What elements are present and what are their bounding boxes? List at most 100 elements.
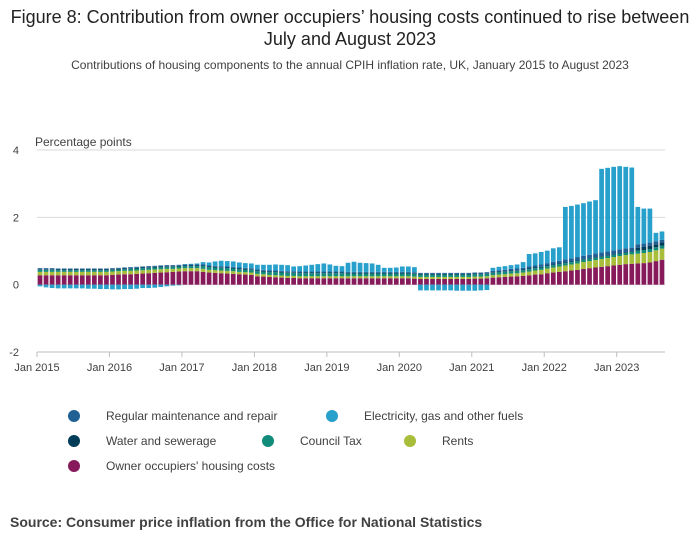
bar-segment	[79, 270, 85, 272]
bar-segment	[502, 276, 508, 285]
bar-segment	[140, 270, 146, 274]
bar-segment	[647, 248, 653, 253]
bar-segment	[575, 263, 580, 270]
bar-segment	[273, 272, 278, 276]
legend-item-electricity[interactable]: Electricity, gas and other fuels	[326, 409, 523, 423]
bar-segment	[430, 273, 435, 275]
bar-segment	[617, 253, 623, 254]
bar-segment	[623, 248, 629, 253]
bar-segment	[647, 245, 653, 249]
bar-segment	[599, 168, 604, 253]
bar-segment	[224, 268, 230, 271]
bar-segment	[569, 262, 574, 265]
bar-segment	[49, 269, 55, 270]
bar-segment	[164, 272, 170, 285]
bar-segment	[218, 260, 224, 267]
bar-segment	[194, 271, 200, 285]
bar-segment	[122, 267, 127, 269]
bar-segment	[182, 264, 188, 265]
bar-segment	[653, 232, 659, 242]
bar-segment	[387, 278, 393, 285]
bar-segment	[593, 253, 598, 258]
legend-label-ooh: Owner occupiers' housing costs	[106, 459, 276, 473]
bar-segment	[249, 263, 254, 269]
bar-segment	[92, 275, 97, 285]
bar-segment	[321, 272, 327, 274]
bar-segment	[98, 269, 103, 271]
bar-segment	[399, 272, 405, 274]
bar-segment	[442, 276, 447, 279]
bar-segment	[399, 276, 405, 279]
bar-segment	[116, 268, 121, 270]
bar-segment	[412, 273, 417, 274]
legend-item-rents[interactable]: Rents	[404, 434, 473, 448]
bar-segment	[200, 266, 206, 269]
bar-segment	[436, 272, 441, 274]
bar-segment	[104, 275, 109, 285]
y-tick-label: 4	[13, 145, 19, 157]
bar-segment	[490, 277, 496, 285]
bar-segment	[581, 268, 586, 285]
bar-segment	[623, 264, 629, 285]
bar-segment	[152, 266, 158, 268]
bar-segment	[484, 278, 490, 285]
bar-segment	[587, 268, 592, 285]
bar-segment	[659, 259, 665, 285]
bar-segment	[315, 278, 321, 285]
source-note: Source: Consumer price inflation from th…	[10, 514, 483, 530]
bar-segment	[249, 272, 254, 275]
bar-segment	[267, 272, 272, 275]
bar-segment	[242, 268, 248, 270]
bar-segment	[122, 284, 127, 290]
bar-segment	[164, 265, 170, 267]
bar-segment	[339, 271, 345, 273]
bar-segment	[303, 272, 309, 274]
bar-segment	[635, 244, 641, 248]
bar-segment	[170, 266, 176, 267]
bar-segment	[460, 278, 466, 285]
bar-segment	[273, 264, 278, 271]
bar-segment	[424, 274, 429, 277]
bar-segment	[587, 261, 592, 269]
bar-segment	[520, 267, 526, 270]
x-tick-label: Jan 2017	[159, 362, 204, 374]
bar-segment	[176, 271, 182, 285]
legend-item-ooh[interactable]: Owner occupiers' housing costs	[68, 459, 275, 473]
bar-segment	[128, 268, 133, 271]
bar-segment	[212, 272, 218, 285]
bar-segment	[49, 268, 55, 270]
bar-segment	[315, 271, 321, 273]
bar-segment	[532, 268, 538, 271]
bar-segment	[224, 266, 230, 268]
bar-segment	[460, 273, 466, 275]
bar-segment	[593, 267, 598, 285]
legend-item-water[interactable]: Water and sewerage	[68, 434, 216, 448]
bar-segment	[611, 265, 617, 285]
bar-segment	[327, 278, 333, 285]
legend-item-council-tax[interactable]: Council Tax	[262, 434, 362, 448]
bar-segment	[454, 272, 460, 274]
bar-segment	[393, 276, 399, 279]
bar-segment	[430, 284, 435, 291]
bar-segment	[369, 273, 375, 277]
bar-segment	[611, 254, 617, 255]
bar-segment	[635, 263, 641, 285]
bar-segment	[581, 255, 586, 260]
bar-segment	[563, 265, 568, 272]
bar-segment	[375, 278, 381, 285]
bar-segment	[146, 267, 152, 270]
bar-segment	[230, 266, 236, 268]
bar-segment	[152, 284, 158, 288]
bar-segment	[472, 274, 478, 277]
bar-segment	[369, 276, 375, 279]
bar-segment	[321, 276, 327, 279]
bar-segment	[345, 272, 351, 274]
legend-item-maintenance[interactable]: Regular maintenance and repair	[68, 409, 277, 423]
bar-segment	[104, 269, 109, 271]
bar-segment	[37, 284, 43, 287]
bar-segment	[188, 265, 194, 267]
bar-segment	[412, 276, 417, 279]
bar-segment	[92, 269, 97, 271]
bar-segment	[514, 276, 520, 285]
bar-segment	[194, 268, 200, 272]
